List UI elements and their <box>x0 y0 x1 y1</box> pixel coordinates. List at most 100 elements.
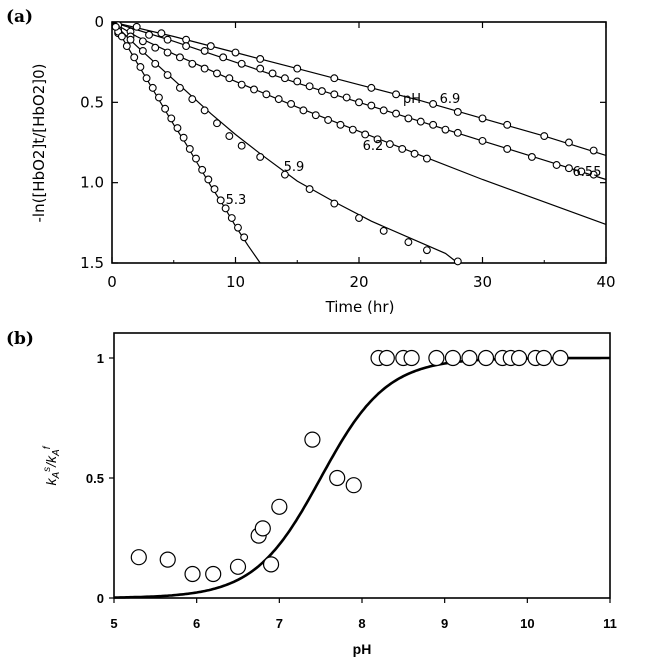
panel-b-label: (b) <box>6 329 34 349</box>
a-data-point <box>227 214 236 222</box>
a-data-point <box>198 165 207 174</box>
a-y-tick-label: 0 <box>94 13 104 31</box>
a-data-point <box>274 95 283 104</box>
a-data-point <box>237 141 246 150</box>
b-x-tick-label: 5 <box>110 616 117 631</box>
b-data-point <box>444 349 462 367</box>
a-data-point <box>330 199 339 208</box>
panel-a-x-axis-title: Time (hr) <box>325 298 395 316</box>
a-data-point <box>336 120 345 129</box>
a-data-point <box>422 154 431 163</box>
panel-b-data-points <box>130 349 569 583</box>
a-data-point <box>503 120 512 129</box>
a-data-point <box>126 35 135 44</box>
a-curve-label: 6.2 <box>363 139 384 154</box>
a-data-point <box>379 226 388 235</box>
a-x-tick-label: 40 <box>596 273 615 291</box>
a-x-tick-label: 0 <box>107 273 117 291</box>
a-data-point <box>564 164 573 173</box>
b-data-point <box>159 551 176 568</box>
b-data-point <box>130 549 147 566</box>
a-y-tick-label: 1.0 <box>80 174 104 192</box>
panel-a-y-axis-title: -ln([HbO2]t/[HbO2]0) <box>30 64 48 223</box>
panel-a-data-points <box>111 21 598 266</box>
a-data-point <box>163 35 172 44</box>
a-data-point <box>293 64 302 73</box>
a-data-point <box>237 59 246 68</box>
a-fit-curve <box>111 21 607 156</box>
a-data-point <box>188 95 197 104</box>
a-data-point <box>200 46 209 55</box>
a-data-point <box>175 53 184 62</box>
a-data-point <box>348 125 357 134</box>
a-data-point <box>185 144 194 153</box>
panel-a-ticks: 0 10 20 30 40 0 0.5 1.0 1.5 <box>80 13 615 291</box>
a-data-point <box>367 83 376 92</box>
b-data-point <box>304 431 321 448</box>
a-data-point <box>151 43 160 52</box>
panel-a-label: (a) <box>6 7 33 27</box>
b-y-tick-label: 0.5 <box>86 471 104 486</box>
a-data-point <box>361 130 370 139</box>
a-data-point <box>192 154 200 163</box>
a-data-point <box>231 48 240 57</box>
b-data-point <box>535 349 552 367</box>
a-curve-label: 5.3 <box>226 193 247 208</box>
a-data-point <box>182 42 191 51</box>
a-data-point <box>355 214 363 222</box>
panel-a-curve-labels: 6.9 6.55 6.2 5.9 5.3 pH <box>226 92 602 208</box>
a-data-point <box>299 106 308 115</box>
a-data-point <box>145 30 154 39</box>
a-data-point <box>589 170 598 179</box>
a-data-point <box>385 140 394 149</box>
a-data-point <box>237 80 246 89</box>
a-curve-label: 5.9 <box>284 160 305 175</box>
a-data-point <box>280 74 289 83</box>
a-data-point <box>163 48 172 57</box>
a-data-point <box>404 114 413 123</box>
a-data-point <box>342 93 351 102</box>
a-data-point <box>200 106 209 115</box>
a-data-point <box>330 90 339 99</box>
a-data-point <box>175 83 184 92</box>
a-data-point <box>268 69 277 78</box>
a-data-point <box>154 93 163 102</box>
a-data-point <box>111 22 120 31</box>
b-data-point <box>428 349 445 367</box>
panel-b-x-axis-title: pH <box>353 641 372 657</box>
a-data-point <box>117 32 126 41</box>
panel-b: (b) 5 6 7 8 9 10 11 0 0.5 1 pH kAs/kAf <box>6 329 617 657</box>
a-data-point <box>167 114 176 123</box>
a-data-point <box>204 175 213 184</box>
a-data-point <box>256 64 265 73</box>
b-x-tick-label: 8 <box>358 616 365 631</box>
a-data-point <box>392 109 400 118</box>
a-data-point <box>398 144 407 153</box>
a-data-point <box>142 74 151 83</box>
panel-b-plot-frame <box>113 332 611 599</box>
a-data-point <box>262 90 271 99</box>
a-data-point <box>410 149 419 158</box>
panel-a: (a) 0 10 20 30 40 0 0.5 1.0 1.5 6.9 6.55 6.2 5.9 5.3… <box>6 7 616 316</box>
a-curve-label-prefix: pH <box>403 92 421 107</box>
b-data-point <box>461 349 478 367</box>
a-data-point <box>552 161 561 169</box>
a-data-point <box>210 185 219 194</box>
b-x-tick-label: 10 <box>520 616 534 631</box>
a-data-point <box>373 135 382 144</box>
a-y-tick-label: 1.5 <box>80 254 104 272</box>
b-data-point <box>552 349 569 367</box>
a-data-point <box>318 87 326 96</box>
a-data-point <box>503 144 512 153</box>
b-x-tick-label: 9 <box>441 616 448 631</box>
panel-b-ticks: 5 6 7 8 9 10 11 0 0.5 1 <box>86 351 617 631</box>
a-data-point <box>478 114 487 123</box>
a-data-point <box>250 85 258 94</box>
a-data-point <box>293 77 302 86</box>
a-data-point <box>355 98 363 107</box>
a-data-point <box>256 55 265 63</box>
b-data-point <box>229 558 247 575</box>
a-fit-curve <box>111 21 607 225</box>
a-data-point <box>200 64 209 73</box>
